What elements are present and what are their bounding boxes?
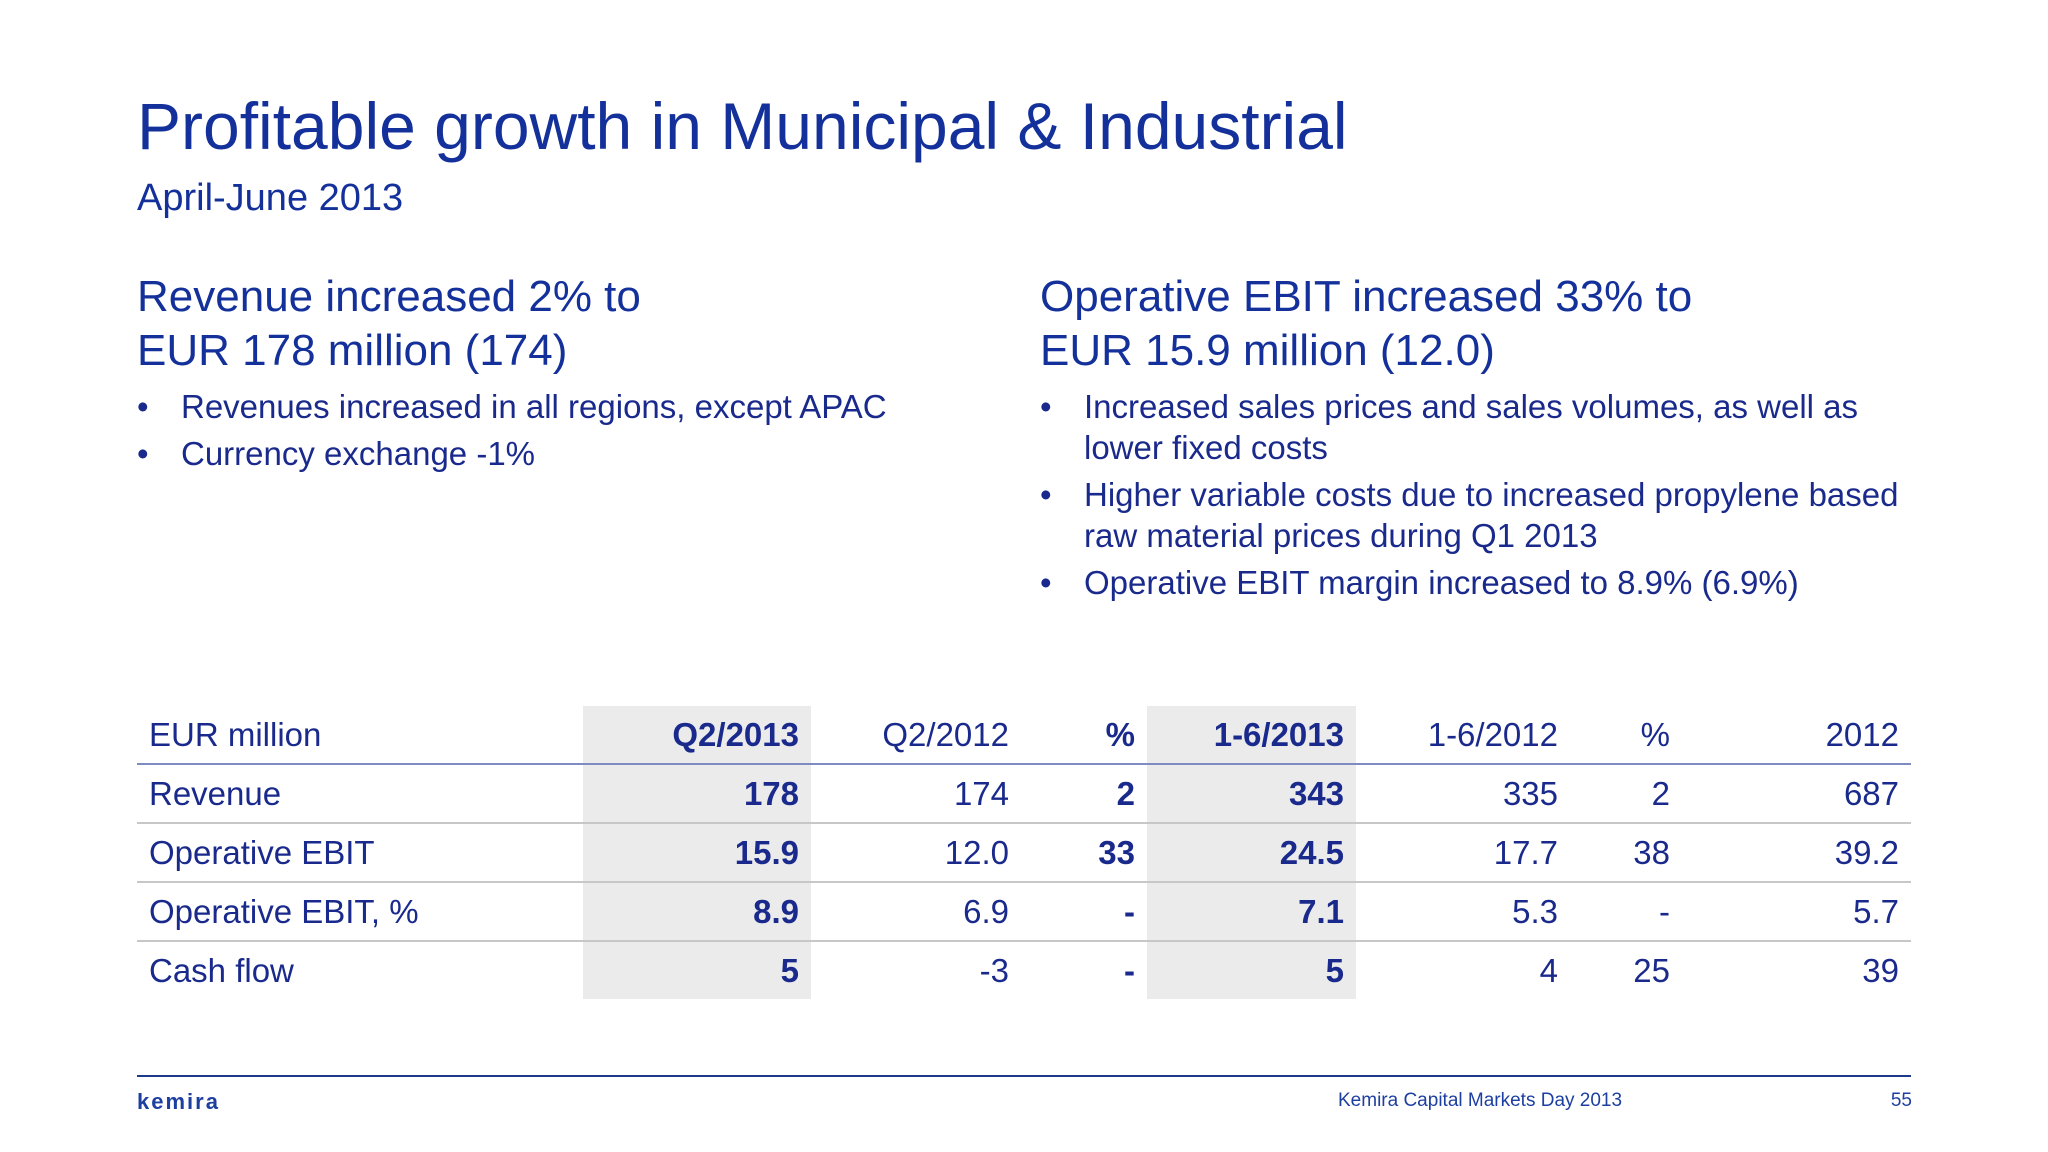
revenue-bullet-list: • Revenues increased in all regions, exce… (137, 386, 997, 474)
revenue-heading-line1: Revenue increased 2% to (137, 272, 641, 321)
bullet-text: Currency exchange -1% (181, 435, 536, 472)
table-cell: 24.5 (1147, 822, 1356, 882)
table-cell: 4 (1356, 940, 1570, 999)
table-cell: 174 (953, 774, 1009, 812)
revenue-heading: Revenue increased 2% to EUR 178 million … (137, 270, 997, 378)
page-number: 55 (1890, 1090, 1912, 1111)
header-cell: % (1021, 706, 1147, 765)
table-cell: - (1570, 881, 1682, 941)
header-cell: Q2/2013 (583, 706, 811, 765)
header-cell: % (1570, 706, 1682, 765)
table-row: Operative EBIT 15.9 12.0 33 24.5 17.7 38… (137, 822, 1911, 882)
table-header-row: EUR million Q2/2013 Q2/2012 % 1-6/2013 1… (137, 706, 1911, 765)
table-cell: 25 (1570, 940, 1682, 999)
table-cell: Operative EBIT (137, 822, 583, 882)
table-cell: -3 (811, 940, 1021, 999)
bullet-text: Revenues increased in all regions, excep… (181, 388, 887, 425)
table-cell: 8.9 (583, 881, 811, 941)
ebit-heading-line1: Operative EBIT increased 33% to (1040, 272, 1693, 321)
header-cell: EUR million (137, 706, 583, 765)
table-cell: 343 (1147, 764, 1356, 823)
slide-title: Profitable growth in Municipal & Industr… (137, 89, 1348, 163)
bullet-text: Operative EBIT margin increased to 8.9% … (1084, 564, 1799, 601)
table-cell: 12.0 (811, 822, 1021, 882)
table-cell: 5.7 (1682, 881, 1911, 941)
bullet-text: Higher variable costs due to increased p… (1084, 476, 1899, 554)
table-cell: 335 (1502, 774, 1558, 812)
table-cell: 17.7 (1356, 822, 1570, 882)
slide-subtitle: April-June 2013 (137, 177, 404, 219)
table-cell: - (1021, 881, 1147, 941)
header-cell: 2012 (1682, 706, 1911, 765)
bullet-item: • Operative EBIT margin increased to 8.9%… (1040, 562, 1940, 603)
table-cell: 5 (583, 940, 811, 999)
bullet-marker: • (1040, 476, 1052, 513)
header-cell: 1-6/2012 (1356, 706, 1570, 765)
header-cell: Q2/2012 (811, 706, 1021, 765)
financial-table: EUR million Q2/2013 Q2/2012 % 1-6/2013 1… (137, 706, 1911, 999)
table-row: Cash flow 5 -3 - 5 4 25 39 (137, 940, 1911, 999)
bullet-item: • Higher variable costs due to increased … (1040, 474, 1940, 556)
footer-event-text: Kemira Capital Markets Day 2013 (1338, 1090, 1623, 1111)
kemira-logo: kemira (137, 1089, 220, 1114)
footer-divider (137, 1075, 1911, 1077)
table-cell: 33 (1021, 822, 1147, 882)
table-cell: 38 (1570, 822, 1682, 882)
table-cell: 5 (1147, 940, 1356, 999)
table-cell: 15.9 (583, 822, 811, 882)
table-cell: Cash flow (137, 940, 583, 999)
table-cell: Operative EBIT, % (137, 881, 583, 941)
table-cell: 6.9 (811, 881, 1021, 941)
ebit-bullet-list: • Increased sales prices and sales volume… (1040, 386, 1940, 603)
bullet-marker: • (1040, 388, 1052, 425)
header-cell: 1-6/2013 (1147, 706, 1356, 765)
bullet-item: • Currency exchange -1% (137, 433, 997, 474)
bullet-item: • Revenues increased in all regions, exce… (137, 386, 997, 427)
revenue-heading-line2: EUR 178 million (174) (137, 326, 568, 375)
table-row: Operative EBIT, % 8.9 6.9 - 7.1 5.3 - 5.… (137, 881, 1911, 941)
table-cell: 39 (1682, 940, 1911, 999)
revenue-section: Revenue increased 2% to EUR 178 million … (137, 270, 997, 480)
table-cell: 178 (583, 764, 811, 823)
ebit-section: Operative EBIT increased 33% to EUR 15.9… (1040, 270, 1940, 609)
bullet-text: Increased sales prices and sales volumes… (1084, 388, 1859, 466)
bullet-item: • Increased sales prices and sales volume… (1040, 386, 1940, 468)
table-cell: 39.2 (1682, 822, 1911, 882)
table-cell: 5.3 (1356, 881, 1570, 941)
table-cell: 2 (1651, 774, 1670, 812)
table-cell: 2 (1116, 774, 1135, 812)
bullet-marker: • (137, 435, 149, 472)
bullet-marker: • (1040, 564, 1052, 601)
table-cell: - (1021, 940, 1147, 999)
table-cell: 7.1 (1147, 881, 1356, 941)
table-cell: 687 (1843, 774, 1899, 812)
bullet-marker: • (137, 388, 149, 425)
ebit-heading-line2: EUR 15.9 million (12.0) (1040, 326, 1495, 375)
ebit-heading: Operative EBIT increased 33% to EUR 15.9… (1040, 270, 1940, 378)
table-cell: Revenue (149, 774, 282, 812)
table-row: Revenue 178 174 2 343 335 2 687 (137, 764, 1911, 823)
